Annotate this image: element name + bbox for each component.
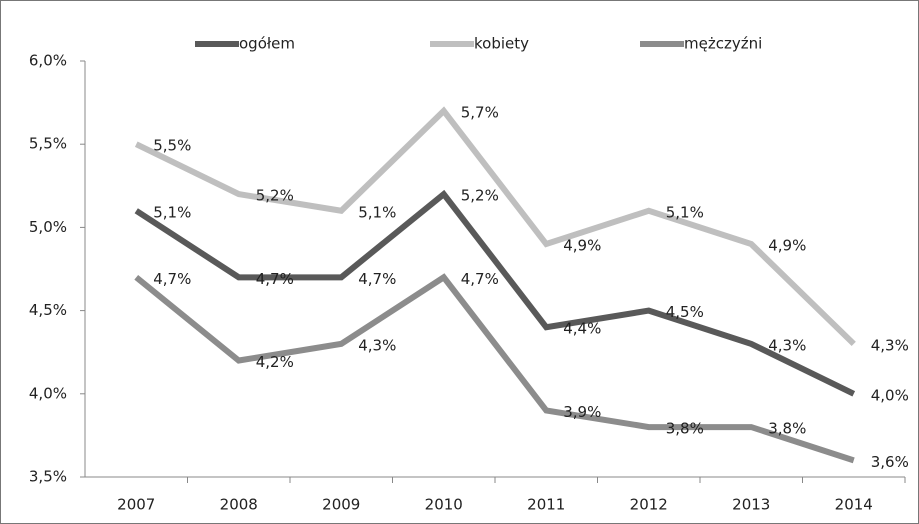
data-label: 4,7%: [153, 270, 191, 288]
line: [134, 189, 856, 397]
data-label: 3,9%: [563, 403, 601, 421]
data-label: 3,8%: [666, 420, 704, 438]
data-label: 5,1%: [358, 203, 396, 221]
data-label: 5,1%: [153, 203, 191, 221]
data-label: 4,7%: [256, 270, 294, 288]
x-tick-label: 2012: [630, 496, 668, 514]
data-label: 4,9%: [563, 237, 601, 255]
data-label: 4,7%: [461, 270, 499, 288]
data-label: 5,5%: [153, 137, 191, 155]
y-tick-label: 5,5%: [29, 135, 67, 153]
data-label: 4,0%: [871, 386, 909, 404]
x-tick-label: 2011: [527, 496, 565, 514]
data-label: 5,2%: [256, 187, 294, 205]
data-label: 3,6%: [871, 453, 909, 471]
data-label: 4,3%: [871, 336, 909, 354]
data-label: 5,2%: [461, 187, 499, 205]
data-label: 4,3%: [358, 336, 396, 354]
line: [134, 106, 856, 347]
data-label: 4,3%: [768, 336, 806, 354]
x-tick-label: 2009: [322, 496, 360, 514]
data-label: 4,9%: [768, 237, 806, 255]
y-tick-label: 5,0%: [29, 218, 67, 236]
line: [134, 273, 855, 464]
x-tick-label: 2010: [425, 496, 463, 514]
legend-label: ogółem: [239, 35, 295, 53]
data-label: 5,1%: [666, 203, 704, 221]
x-tick-label: 2007: [117, 496, 155, 514]
data-label: 4,2%: [256, 353, 294, 371]
legend-label: kobiety: [474, 35, 529, 53]
data-label: 4,5%: [666, 303, 704, 321]
data-label: 5,7%: [461, 103, 499, 121]
data-label: 4,4%: [563, 320, 601, 338]
data-label: 3,8%: [768, 420, 806, 438]
x-tick-label: 2013: [732, 496, 770, 514]
legend-label: mężczyźni: [684, 35, 762, 53]
y-tick-label: 3,5%: [29, 468, 67, 486]
data-label: 4,7%: [358, 270, 396, 288]
y-tick-label: 4,5%: [29, 301, 67, 319]
x-tick-label: 2014: [835, 496, 873, 514]
y-tick-label: 6,0%: [29, 52, 67, 70]
y-tick-label: 4,0%: [29, 384, 67, 402]
x-tick-label: 2008: [220, 496, 258, 514]
